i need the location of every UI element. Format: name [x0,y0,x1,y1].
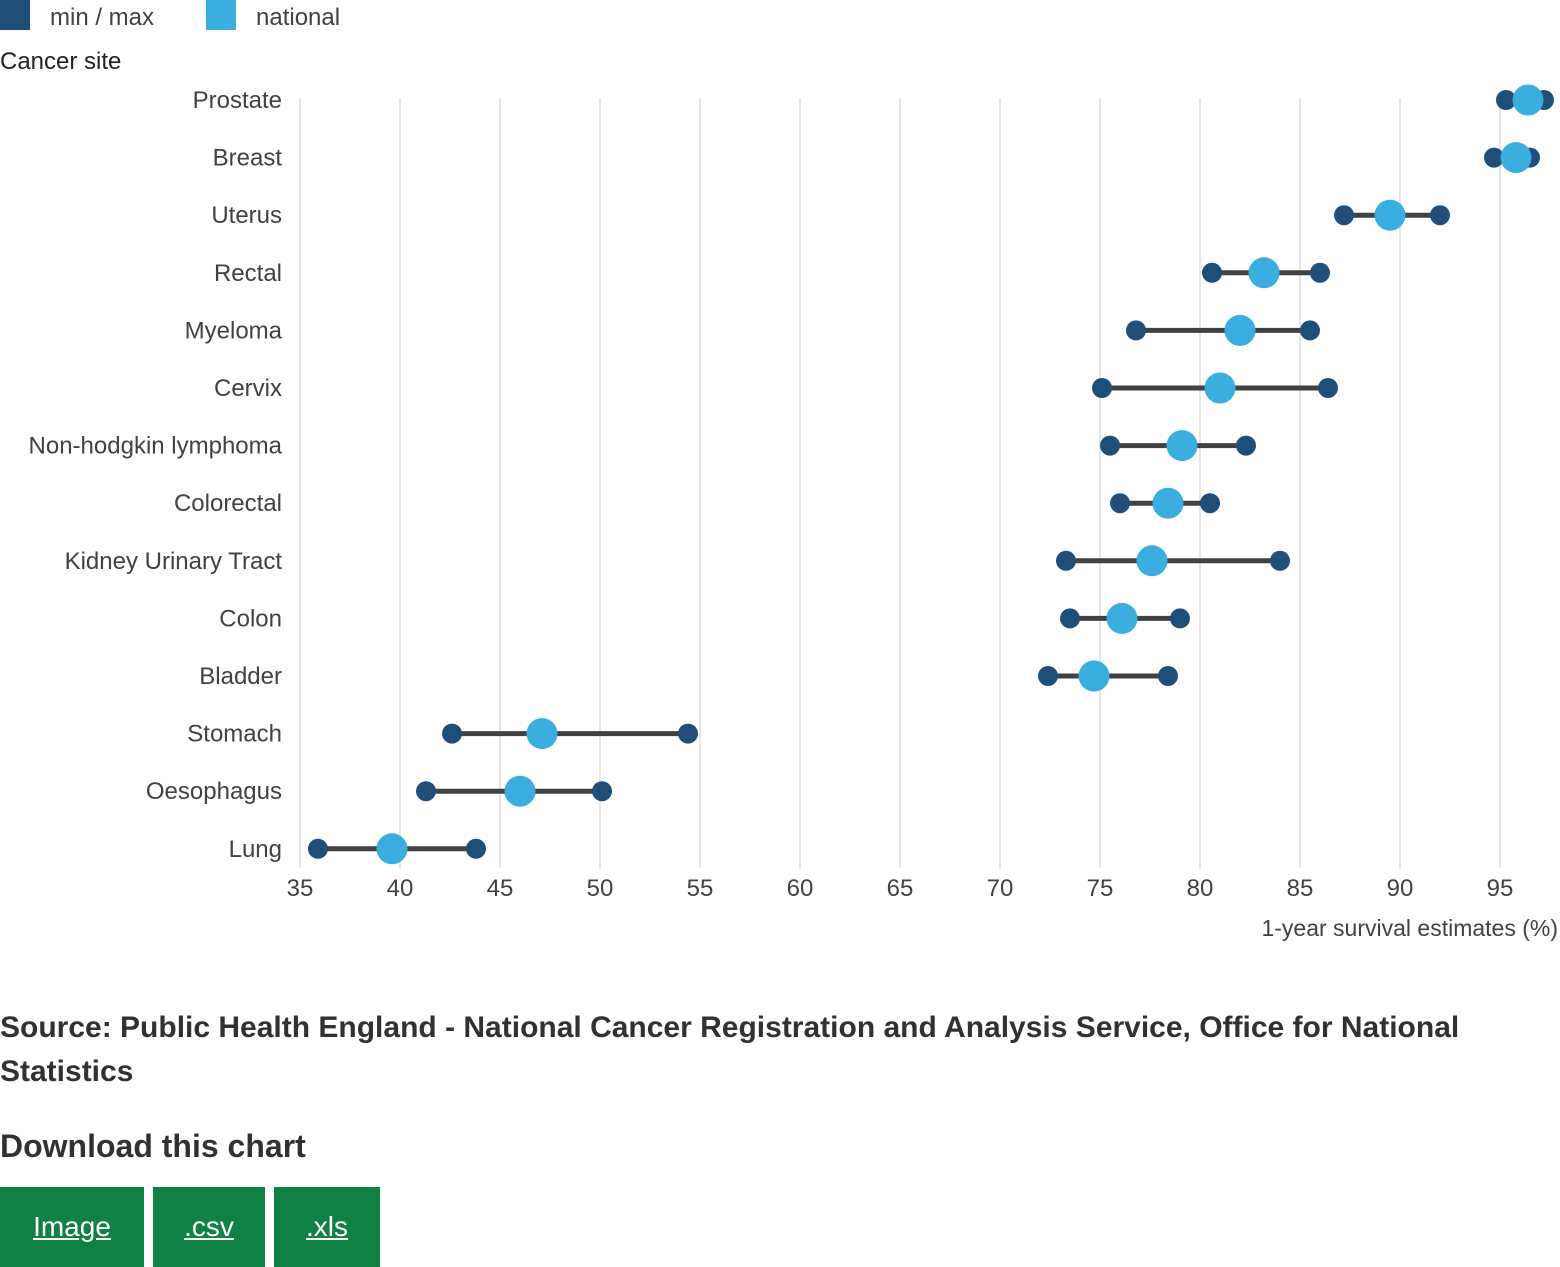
x-tick-label: 65 [887,875,914,902]
x-tick-label: 95 [1487,875,1514,902]
national-point [504,775,536,807]
download-xls-button[interactable]: .xls [274,1187,380,1267]
national-point [1248,257,1280,289]
legend-item-national: national [206,0,340,32]
national-point [1500,142,1532,174]
max-point [592,781,612,802]
x-tick-label: 35 [287,875,314,902]
category-label: Non-hodgkin lymphoma [29,433,283,460]
category-label: Oesophagus [146,778,282,805]
category-label: Uterus [211,202,282,229]
max-point [1300,320,1320,341]
x-tick-label: 80 [1187,875,1214,902]
national-point [376,833,408,865]
legend-label-national: national [256,4,341,31]
national-point [1106,602,1138,634]
min-point [1126,320,1146,341]
min-point [1060,608,1080,629]
x-tick-label: 85 [1287,875,1314,902]
category-label: Stomach [187,721,282,748]
category-label: Rectal [214,260,282,287]
category-label: Bladder [199,663,282,690]
x-tick-label: 50 [587,875,614,902]
max-point [1200,493,1220,514]
category-label: Colon [219,605,282,632]
max-point [1318,378,1338,398]
category-label: Colorectal [174,490,282,517]
min-point [1202,262,1222,283]
download-buttons: Image .csv .xls [0,1187,389,1267]
legend-swatch-national [206,0,237,30]
min-point [308,838,328,859]
download-title: Download this chart [0,1128,306,1164]
max-point [1430,205,1450,226]
min-point [1092,378,1112,398]
national-point [1152,487,1184,519]
x-tick-label: 90 [1387,875,1414,902]
min-point [1100,435,1120,456]
min-point [442,723,462,744]
national-point [1166,430,1198,462]
min-point [1110,493,1130,514]
min-point [1484,147,1504,168]
national-point [1512,84,1544,116]
max-point [678,723,698,744]
min-point [416,781,436,802]
category-label: Prostate [193,87,282,114]
national-point [1224,314,1256,346]
x-tick-label: 70 [987,875,1014,902]
legend-item-min-max: min / max [0,0,154,32]
x-tick-label: 55 [687,875,714,902]
national-point [1374,199,1406,231]
category-label: Cervix [214,375,282,402]
category-label: Breast [213,145,283,172]
national-point [526,718,558,750]
download-csv-button[interactable]: .csv [153,1187,265,1267]
source-note: Source: Public Health England - National… [0,1011,1460,1088]
min-point [1056,550,1076,571]
national-point [1136,545,1168,577]
chart-legend: min / max national [0,0,392,36]
x-tick-label: 75 [1087,875,1114,902]
max-point [1270,550,1290,571]
x-axis-title: 1-year survival estimates (%) [1261,915,1558,941]
national-point [1204,372,1236,404]
category-label: Myeloma [185,317,283,344]
category-label: Lung [229,836,282,863]
dumbbell-chart: 35 40 45 50 55 60 65 70 75 80 85 90 95 1-year surviva… [29,84,1558,941]
max-point [1236,435,1256,456]
min-point [1334,205,1354,226]
category-label: Kidney Urinary Tract [65,548,283,575]
legend-label-min-max: min / max [50,4,155,31]
y-axis-title: Cancer site [0,48,122,75]
download-image-button[interactable]: Image [0,1187,144,1267]
x-tick-label: 45 [487,875,514,902]
min-point [1038,666,1058,686]
min-point [1496,90,1516,110]
max-point [466,838,486,859]
x-tick-label: 60 [787,875,814,902]
max-point [1158,666,1178,686]
x-tick-label: 40 [387,875,414,902]
legend-swatch-min-max [0,0,30,30]
national-point [1078,660,1110,692]
max-point [1170,608,1190,629]
max-point [1310,262,1330,283]
